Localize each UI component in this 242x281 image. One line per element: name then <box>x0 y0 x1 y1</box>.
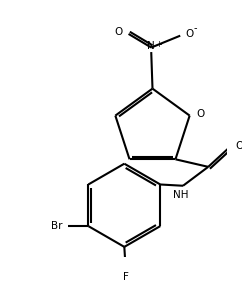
Text: F: F <box>123 272 129 281</box>
Text: O: O <box>197 109 205 119</box>
Text: -: - <box>194 23 197 33</box>
Text: +: + <box>155 40 162 49</box>
Text: Br: Br <box>51 221 63 231</box>
Text: O: O <box>186 29 194 39</box>
Text: O: O <box>115 27 123 37</box>
Text: NH: NH <box>173 190 189 200</box>
Text: N: N <box>147 41 155 51</box>
Text: O: O <box>235 141 242 151</box>
